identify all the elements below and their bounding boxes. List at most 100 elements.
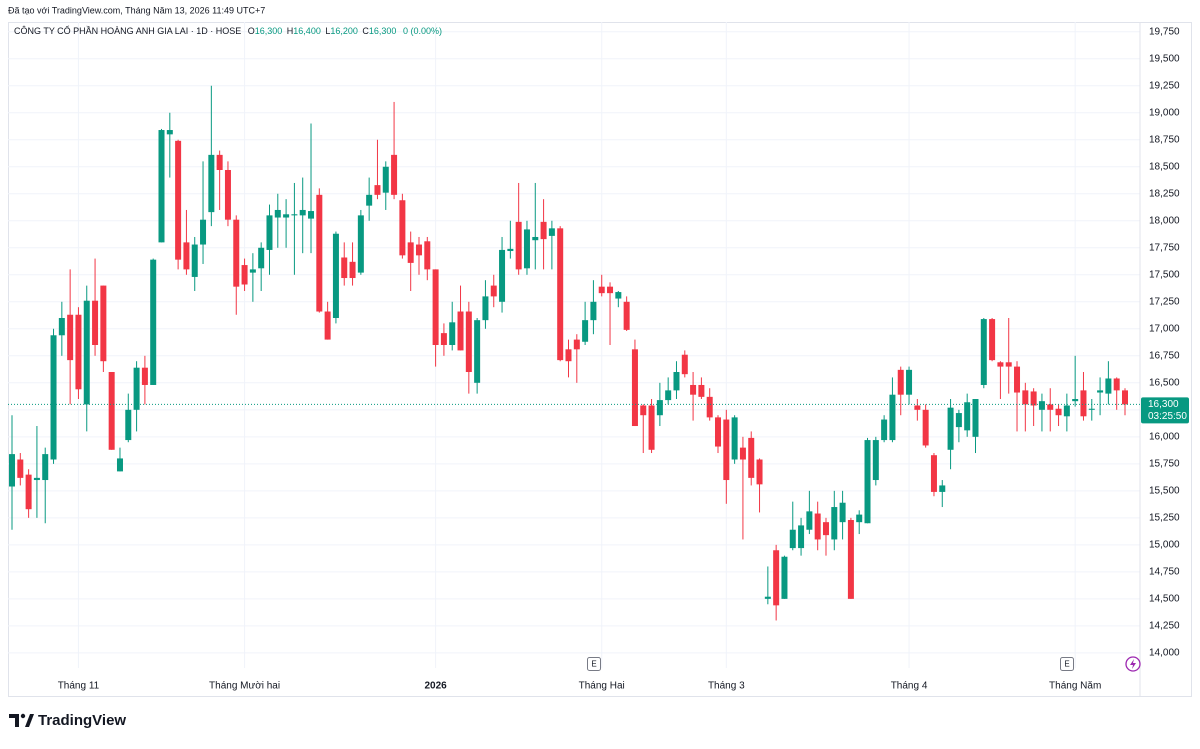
x-tick-label: Tháng Hai	[579, 681, 625, 692]
candle-body	[831, 507, 838, 540]
candle-body	[1113, 378, 1120, 391]
candle-body	[175, 140, 182, 260]
candle-body	[150, 259, 157, 385]
candle-body	[515, 221, 522, 270]
y-tick-label: 16,000	[1149, 431, 1180, 442]
candle-body	[233, 219, 240, 287]
candle-body	[449, 322, 456, 345]
event-label: E	[591, 660, 596, 669]
candle-body	[50, 335, 57, 460]
candle-body	[1122, 390, 1128, 405]
candle-body	[1022, 390, 1029, 405]
candle-body	[58, 317, 65, 336]
candle-body	[208, 154, 215, 213]
candle-body	[266, 215, 273, 250]
candle-body	[499, 249, 506, 302]
x-tick-label: Tháng Năm	[1049, 681, 1101, 692]
candle-body	[482, 296, 489, 321]
candle-body	[415, 244, 422, 256]
last-price-label: 16,300	[1148, 399, 1179, 410]
brand-logo: TradingView	[9, 712, 126, 729]
candle-body	[698, 384, 705, 397]
candle-body	[764, 596, 771, 599]
candle-body	[474, 320, 481, 383]
x-tick-label: Tháng 3	[708, 681, 745, 692]
candle-body	[283, 214, 290, 218]
y-tick-label: 14,000	[1149, 648, 1180, 659]
candle-body	[706, 396, 713, 418]
candle-body	[947, 407, 954, 450]
candle-body	[914, 405, 921, 410]
y-tick-label: 15,500	[1149, 485, 1180, 496]
candle-body	[814, 513, 821, 540]
candle-body	[690, 384, 697, 395]
y-tick-label: 15,250	[1149, 512, 1180, 523]
x-tick-label: Tháng 4	[891, 681, 928, 692]
candle-body	[216, 154, 223, 170]
ohlc-key: O	[248, 26, 255, 36]
candle-body	[108, 372, 115, 450]
y-tick-label: 17,750	[1149, 242, 1180, 253]
candle-body	[964, 402, 971, 431]
caption: Đã tạo với TradingView.com, Tháng Năm 13…	[8, 5, 265, 15]
candle-body	[1047, 404, 1054, 410]
candle-body	[681, 354, 688, 375]
candle-body	[1063, 405, 1070, 417]
candle-body	[183, 242, 190, 270]
lightning-icon	[1125, 656, 1141, 672]
x-tick-label: Tháng Mười hai	[209, 681, 280, 692]
candle-body	[997, 362, 1004, 367]
y-tick-label: 18,500	[1149, 161, 1180, 172]
candle-body	[366, 194, 373, 206]
candle-body	[241, 265, 248, 285]
event-marker: E	[587, 657, 601, 671]
y-tick-label: 15,750	[1149, 458, 1180, 469]
candle-body	[440, 333, 447, 345]
candle-body	[17, 459, 24, 478]
y-tick-label: 18,250	[1149, 188, 1180, 199]
y-tick-label: 17,500	[1149, 269, 1180, 280]
candle-body	[291, 214, 298, 216]
y-tick-label: 19,250	[1149, 80, 1180, 91]
last-price-box	[1141, 397, 1189, 424]
candle-body	[490, 285, 497, 297]
y-tick-label: 17,250	[1149, 296, 1180, 307]
candle-body	[1014, 366, 1021, 393]
ohlc-value: 16,300	[255, 26, 283, 36]
candle-body	[723, 419, 730, 481]
event-label: E	[1064, 660, 1069, 669]
candle-body	[607, 286, 614, 294]
candle-body	[856, 514, 863, 523]
candle-body	[75, 314, 82, 390]
change: 0 (0.00%)	[403, 26, 442, 36]
candle-body	[457, 311, 464, 351]
candle-body	[847, 520, 854, 599]
candle-body	[565, 349, 572, 362]
candle-body	[1097, 390, 1104, 393]
candle-body	[274, 209, 281, 218]
candle-body	[166, 130, 173, 135]
candle-body	[258, 247, 265, 269]
candle-body	[939, 485, 946, 492]
chart-frame	[8, 22, 1192, 697]
ohlc-value: 16,300	[369, 26, 397, 36]
y-tick-label: 14,750	[1149, 566, 1180, 577]
candle-body	[308, 211, 315, 219]
candle-body	[1005, 362, 1012, 367]
ohlc-key: L	[325, 26, 330, 36]
candle-body	[374, 185, 381, 195]
candle-body	[673, 372, 680, 391]
candle-body	[9, 454, 15, 487]
candle-body	[665, 390, 672, 401]
candle-body	[598, 286, 605, 294]
candle-body	[25, 474, 32, 510]
candle-body	[141, 367, 148, 385]
candle-body	[341, 257, 348, 279]
y-tick-label: 14,250	[1149, 621, 1180, 632]
candle-body	[756, 459, 763, 485]
candle-body	[224, 169, 231, 220]
candle-body	[249, 269, 256, 273]
candle-body	[158, 130, 165, 243]
y-tick-label: 16,750	[1149, 350, 1180, 361]
candle-body	[906, 369, 913, 395]
